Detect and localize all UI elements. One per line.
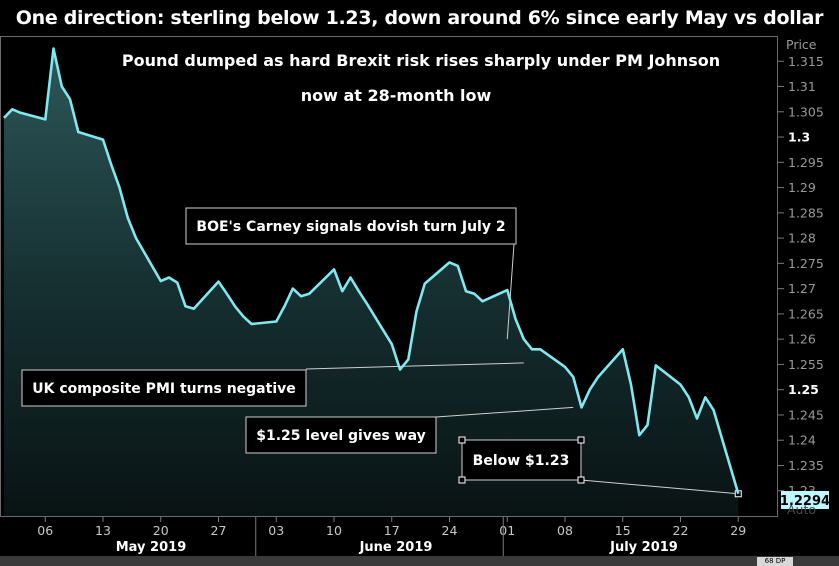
price-chart: Pound dumped as hard Brexit risk rises s… (0, 36, 830, 556)
x-tick-label: 24 (442, 523, 458, 538)
y-tick-label: 1.26 (788, 332, 816, 347)
y-tick-label: 1.235 (788, 458, 824, 473)
x-tick-label: 08 (557, 523, 573, 538)
x-tick-label: 01 (499, 523, 515, 538)
x-tick-label: 17 (384, 523, 400, 538)
annotation-leader-line (580, 479, 739, 495)
y-tick-label: 1.31 (788, 79, 816, 94)
last-value-marker: 1.2294 (780, 491, 830, 509)
x-tick-label: 29 (730, 523, 746, 538)
selection-handle[interactable] (577, 476, 585, 484)
last-value-label: 1.2294 (780, 494, 830, 509)
annotation-box (185, 207, 517, 245)
last-value-bg (781, 491, 829, 509)
annotation-125-level: $1.25 level gives way (245, 416, 437, 454)
x-tick-label: 10 (326, 523, 342, 538)
y-tick-label: 1.27 (788, 281, 816, 296)
annotation-leader-line (435, 406, 574, 418)
month-label: June 2019 (359, 540, 433, 555)
price-line (3, 47, 740, 495)
annotation-text: BOE's Carney signals dovish turn July 2 (196, 219, 505, 235)
annotation-uk-pmi: UK composite PMI turns negative (21, 369, 307, 407)
dp-badge: 68 DP (757, 557, 793, 566)
x-tick-label: 22 (673, 523, 689, 538)
y-tick-label: 1.305 (788, 104, 824, 119)
x-tick-label: 27 (211, 523, 227, 538)
subtitle-line-1: Pound dumped as hard Brexit risk rises s… (122, 51, 720, 70)
y-tick-label: 1.24 (788, 433, 816, 448)
x-tick-label: 15 (615, 523, 631, 538)
annotation-text: $1.25 level gives way (256, 428, 425, 444)
y-tick-label: 1.28 (788, 231, 816, 246)
y-tick-label: 1.3 (788, 130, 810, 145)
y-tick-label: 1.255 (788, 357, 824, 372)
y-tick-label: 1.25 (788, 382, 819, 397)
subtitle-line-2: now at 28-month low (301, 86, 492, 105)
x-tick-label: 03 (268, 523, 284, 538)
selection-handle[interactable] (458, 436, 466, 444)
annotation-box (461, 439, 582, 481)
x-tick-label: 13 (95, 523, 111, 538)
auto-scale-label[interactable]: Auto (787, 502, 816, 517)
y-tick-label: 1.285 (788, 205, 824, 220)
chart-title: One direction: sterling below 1.23, down… (0, 0, 839, 36)
annotation-boe-carney: BOE's Carney signals dovish turn July 2 (185, 207, 517, 245)
month-label: May 2019 (116, 540, 187, 555)
plot-border (0, 36, 778, 517)
x-tick-label: 06 (37, 523, 53, 538)
y-tick-label: 1.295 (788, 155, 824, 170)
y-tick-label: 1.315 (788, 54, 824, 69)
annotation-text: Below $1.23 (473, 453, 570, 469)
x-tick-label: 20 (153, 523, 169, 538)
annotation-text: UK composite PMI turns negative (32, 381, 295, 397)
selection-handle[interactable] (577, 436, 585, 444)
y-tick-label: 1.29 (788, 180, 816, 195)
y-tick-label: 1.245 (788, 407, 824, 422)
y-tick-label: 1.265 (788, 306, 824, 321)
annotation-leader-line (506, 243, 515, 340)
annotation-box (21, 369, 307, 407)
annotation-leader-line (305, 362, 524, 370)
annotation-below-123: Below $1.23 (458, 436, 585, 484)
annotation-box (245, 416, 437, 454)
scrollbar-strip[interactable] (0, 556, 839, 566)
month-label: July 2019 (609, 540, 678, 555)
y-axis-title: Price (786, 37, 817, 52)
selection-handle[interactable] (458, 476, 466, 484)
y-tick-label: 1.275 (788, 256, 824, 271)
